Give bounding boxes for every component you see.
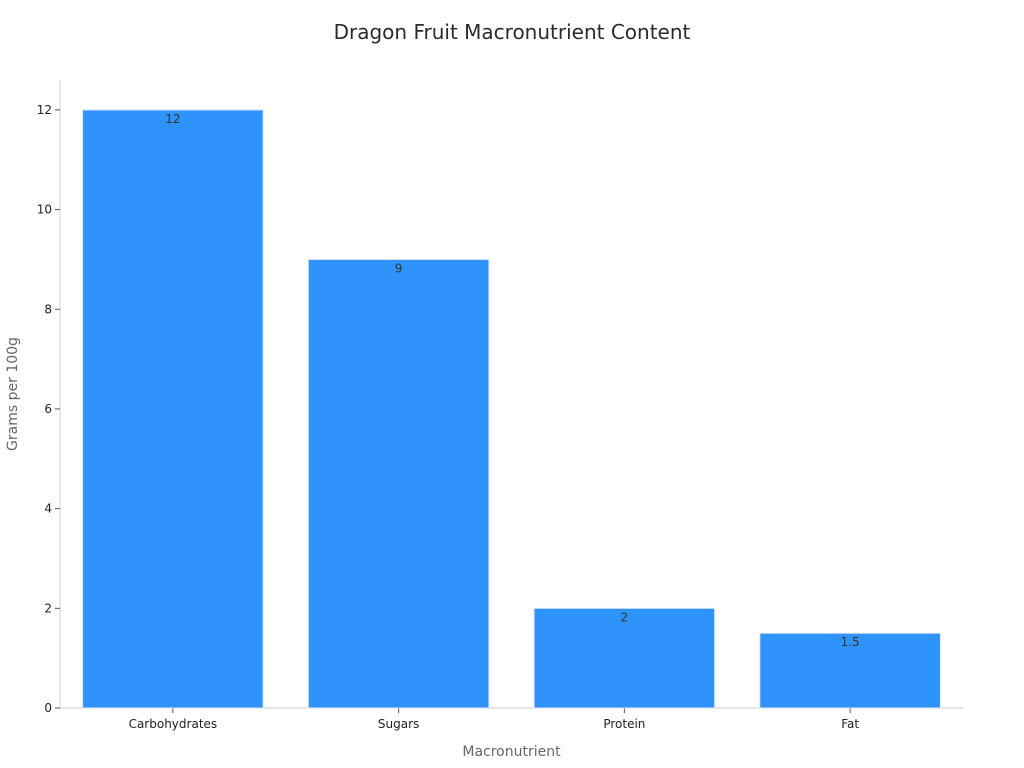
bar [533, 607, 716, 709]
x-tick-label: Fat [841, 717, 859, 731]
chart-title: Dragon Fruit Macronutrient Content [333, 20, 691, 44]
y-tick-label: 10 [37, 203, 52, 217]
x-tick-label: Sugars [378, 717, 419, 731]
bars-group [82, 109, 941, 709]
bar-value-label: 9 [395, 261, 403, 275]
y-tick-label: 0 [44, 701, 52, 715]
bar [759, 632, 941, 709]
y-tick-label: 6 [44, 402, 52, 416]
bar [307, 258, 490, 709]
x-axis-title: Macronutrient [462, 744, 561, 760]
x-axis: Carbohydrates Sugars Protein Fat [60, 707, 963, 731]
y-tick-label: 4 [44, 502, 52, 516]
x-tick-label: Protein [603, 717, 645, 731]
bar-value-label: 1.5 [841, 635, 860, 649]
data-labels-group: 12 9 2 1.5 [165, 112, 859, 649]
y-tick-label: 12 [37, 103, 52, 117]
x-tick-label: Carbohydrates [129, 717, 218, 731]
y-axis-title: Grams per 100g [5, 337, 21, 451]
y-tick-label: 8 [44, 302, 52, 316]
y-axis: 0 2 4 6 8 10 12 [37, 80, 61, 715]
bar-value-label: 12 [165, 112, 180, 126]
y-tick-label: 2 [44, 601, 52, 615]
bar [82, 109, 264, 709]
bar-value-label: 2 [621, 610, 629, 624]
